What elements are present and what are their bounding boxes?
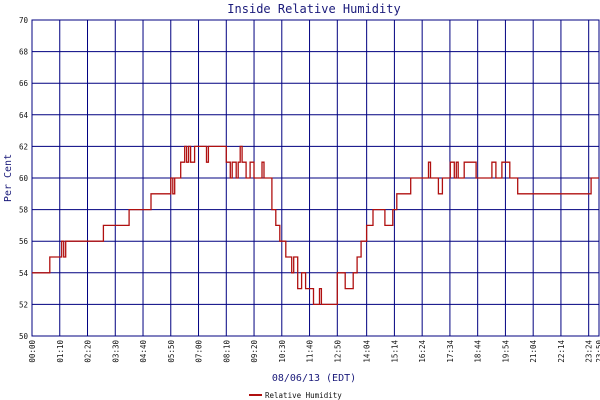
y-tick-label: 56 bbox=[19, 237, 29, 246]
x-tick-label: 04:40 bbox=[139, 340, 148, 363]
x-axis-label: 08/06/13 (EDT) bbox=[272, 373, 356, 384]
y-tick-label: 62 bbox=[19, 142, 28, 151]
x-tick-label: 23:50 bbox=[595, 340, 600, 363]
x-tick-label: 05:50 bbox=[167, 340, 176, 363]
chart-title: Inside Relative Humidity bbox=[227, 2, 400, 16]
y-tick-label: 60 bbox=[19, 174, 29, 183]
y-tick-label: 52 bbox=[19, 300, 28, 309]
x-tick-label: 10:30 bbox=[278, 340, 287, 363]
x-tick-label: 22:14 bbox=[557, 340, 566, 363]
x-tick-labels: 00:00 01:10 02:20 03:30 04:40 05:50 07:00 08:10… bbox=[28, 340, 600, 363]
x-tick-label: 18:44 bbox=[474, 340, 483, 363]
y-tick-label: 70 bbox=[19, 16, 29, 25]
x-tick-label: 21:04 bbox=[529, 340, 538, 363]
y-axis-label: Per Cent bbox=[3, 154, 14, 202]
x-tick-label: 12:50 bbox=[333, 340, 342, 363]
legend-label: Relative Humidity bbox=[265, 391, 342, 400]
y-tick-labels: 50 52 54 56 58 60 62 64 66 68 70 bbox=[19, 16, 29, 341]
x-tick-label: 03:30 bbox=[111, 340, 120, 363]
y-tick-label: 68 bbox=[19, 48, 29, 57]
y-tick-label: 50 bbox=[19, 332, 29, 341]
y-tick-label: 54 bbox=[19, 269, 29, 278]
x-tick-label: 11:40 bbox=[306, 340, 315, 363]
x-tick-label: 07:00 bbox=[195, 340, 204, 363]
x-tick-label: 01:10 bbox=[56, 340, 65, 363]
y-tick-label: 58 bbox=[19, 206, 29, 215]
x-tick-label: 02:20 bbox=[84, 340, 93, 363]
x-tick-label: 08:10 bbox=[222, 340, 231, 363]
series-line-relative-humidity bbox=[32, 145, 599, 306]
x-tick-label: 19:54 bbox=[501, 340, 510, 363]
y-tick-label: 64 bbox=[19, 111, 29, 120]
x-tick-label: 17:34 bbox=[446, 340, 455, 363]
x-tick-label: 23:24 bbox=[585, 340, 594, 363]
x-tick-label: 00:00 bbox=[28, 340, 37, 363]
x-tick-label: 14:04 bbox=[363, 340, 372, 363]
x-tick-label: 15:14 bbox=[390, 340, 399, 363]
x-tick-label: 16:24 bbox=[418, 340, 427, 363]
legend: Relative Humidity bbox=[249, 391, 342, 400]
x-tick-label: 09:20 bbox=[250, 340, 259, 363]
y-tick-label: 66 bbox=[19, 79, 29, 88]
